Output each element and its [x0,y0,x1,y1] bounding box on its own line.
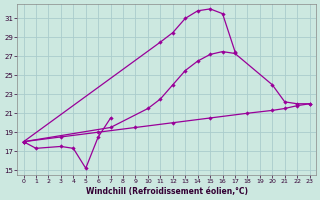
X-axis label: Windchill (Refroidissement éolien,°C): Windchill (Refroidissement éolien,°C) [85,187,248,196]
